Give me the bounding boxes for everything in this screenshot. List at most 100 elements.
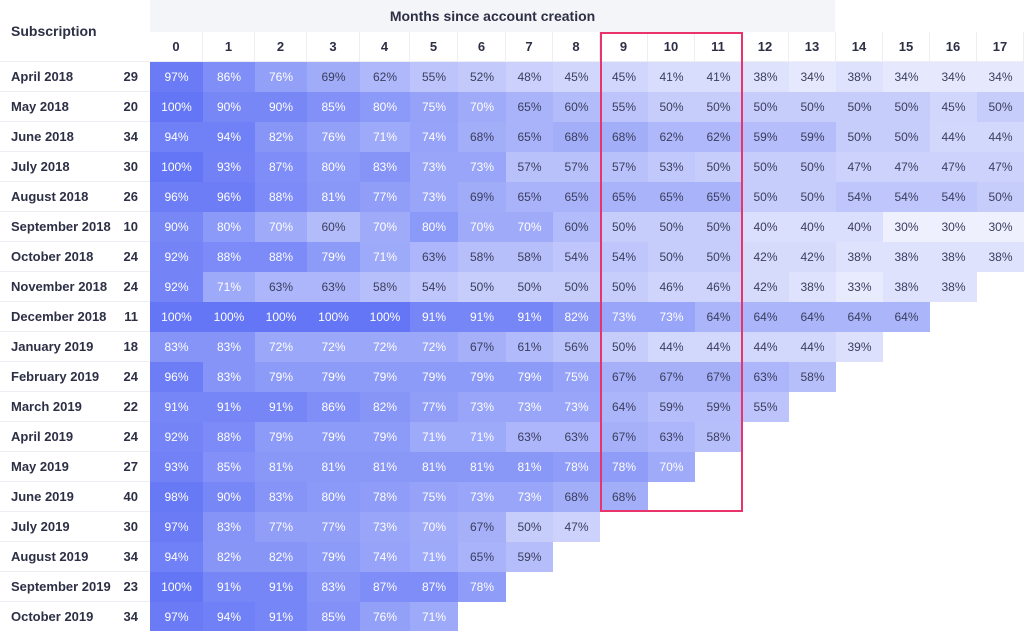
retention-cell: 39% bbox=[836, 332, 883, 362]
cohort-count: 20 bbox=[112, 92, 150, 122]
retention-cell: 45% bbox=[600, 62, 648, 92]
month-header: 6 bbox=[458, 32, 506, 62]
retention-cell: 71% bbox=[410, 542, 458, 572]
retention-cell: 91% bbox=[506, 302, 553, 332]
retention-cell: 54% bbox=[883, 182, 930, 212]
retention-cell: 83% bbox=[150, 332, 203, 362]
retention-cell: 86% bbox=[307, 392, 360, 422]
retention-cell: 73% bbox=[506, 482, 553, 512]
retention-cell: 55% bbox=[742, 392, 789, 422]
retention-cell: 65% bbox=[458, 542, 506, 572]
retention-cell: 71% bbox=[410, 602, 458, 631]
retention-cell: 73% bbox=[410, 152, 458, 182]
retention-cell: 67% bbox=[458, 332, 506, 362]
retention-cell: 57% bbox=[553, 152, 600, 182]
retention-cell: 64% bbox=[742, 302, 789, 332]
retention-cell: 41% bbox=[648, 62, 695, 92]
retention-cell: 57% bbox=[506, 152, 553, 182]
month-header: 13 bbox=[789, 32, 836, 62]
retention-cell: 44% bbox=[648, 332, 695, 362]
cohort-label: September 2019 bbox=[0, 572, 112, 602]
retention-cell: 50% bbox=[648, 212, 695, 242]
retention-cell: 75% bbox=[410, 482, 458, 512]
cohort-label: April 2019 bbox=[0, 422, 112, 452]
cohort-label: October 2019 bbox=[0, 602, 112, 631]
retention-cell: 50% bbox=[695, 92, 742, 122]
retention-cell: 50% bbox=[600, 212, 648, 242]
retention-cell: 33% bbox=[836, 272, 883, 302]
retention-cell: 70% bbox=[360, 212, 410, 242]
retention-cell: 50% bbox=[648, 92, 695, 122]
cohort-count: 27 bbox=[112, 452, 150, 482]
retention-cell: 70% bbox=[410, 512, 458, 542]
retention-cell: 80% bbox=[360, 92, 410, 122]
retention-cell: 74% bbox=[410, 122, 458, 152]
retention-cell: 50% bbox=[695, 242, 742, 272]
retention-cell: 83% bbox=[255, 482, 307, 512]
retention-cell: 70% bbox=[255, 212, 307, 242]
retention-cell: 54% bbox=[930, 182, 977, 212]
cohort-label: September 2018 bbox=[0, 212, 112, 242]
retention-cell: 59% bbox=[506, 542, 553, 572]
retention-cell: 78% bbox=[553, 452, 600, 482]
retention-cell: 68% bbox=[600, 122, 648, 152]
highlight-box bbox=[600, 32, 743, 512]
retention-cell: 81% bbox=[410, 452, 458, 482]
retention-cell: 42% bbox=[742, 242, 789, 272]
retention-cell: 96% bbox=[150, 362, 203, 392]
retention-cell: 73% bbox=[458, 482, 506, 512]
month-header: 0 bbox=[150, 32, 203, 62]
retention-cell: 38% bbox=[883, 242, 930, 272]
retention-cell: 60% bbox=[307, 212, 360, 242]
month-header: 17 bbox=[977, 32, 1024, 62]
retention-cell: 70% bbox=[458, 212, 506, 242]
retention-cell: 91% bbox=[255, 392, 307, 422]
retention-cell: 62% bbox=[648, 122, 695, 152]
cohort-count: 23 bbox=[112, 572, 150, 602]
retention-cell: 38% bbox=[836, 62, 883, 92]
cohort-count: 34 bbox=[112, 122, 150, 152]
retention-cell: 81% bbox=[255, 452, 307, 482]
retention-cell: 50% bbox=[977, 182, 1024, 212]
retention-cell: 97% bbox=[150, 602, 203, 631]
column-group-header: Months since account creation bbox=[150, 0, 835, 32]
cohort-label: July 2018 bbox=[0, 152, 112, 182]
retention-cell: 69% bbox=[458, 182, 506, 212]
retention-cell: 60% bbox=[553, 92, 600, 122]
retention-cell: 67% bbox=[600, 362, 648, 392]
retention-cell: 94% bbox=[203, 122, 255, 152]
retention-cell: 30% bbox=[930, 212, 977, 242]
retention-cell: 54% bbox=[836, 182, 883, 212]
retention-cell: 96% bbox=[203, 182, 255, 212]
retention-cell: 44% bbox=[695, 332, 742, 362]
month-header: 1 bbox=[203, 32, 255, 62]
retention-cell: 38% bbox=[930, 242, 977, 272]
retention-cell: 44% bbox=[742, 332, 789, 362]
month-header: 10 bbox=[648, 32, 695, 62]
retention-cell: 78% bbox=[458, 572, 506, 602]
retention-cell: 57% bbox=[600, 152, 648, 182]
retention-cell: 76% bbox=[307, 122, 360, 152]
cohort-label: August 2018 bbox=[0, 182, 112, 212]
retention-cell: 65% bbox=[695, 182, 742, 212]
retention-cell: 77% bbox=[255, 512, 307, 542]
cohort-count: 30 bbox=[112, 512, 150, 542]
cohort-label: January 2019 bbox=[0, 332, 112, 362]
retention-cell: 81% bbox=[307, 452, 360, 482]
retention-cell: 74% bbox=[360, 542, 410, 572]
retention-cell: 50% bbox=[883, 122, 930, 152]
retention-cell: 82% bbox=[360, 392, 410, 422]
cohort-count: 30 bbox=[112, 152, 150, 182]
retention-cell: 59% bbox=[742, 122, 789, 152]
retention-cell: 38% bbox=[789, 272, 836, 302]
month-header: 16 bbox=[930, 32, 977, 62]
retention-cell: 79% bbox=[410, 362, 458, 392]
retention-cell: 82% bbox=[255, 542, 307, 572]
retention-cell: 64% bbox=[836, 302, 883, 332]
retention-cell: 50% bbox=[600, 332, 648, 362]
retention-cell: 50% bbox=[600, 272, 648, 302]
retention-cell: 88% bbox=[255, 182, 307, 212]
retention-cell: 100% bbox=[150, 572, 203, 602]
retention-cell: 73% bbox=[600, 302, 648, 332]
retention-cell: 79% bbox=[307, 242, 360, 272]
